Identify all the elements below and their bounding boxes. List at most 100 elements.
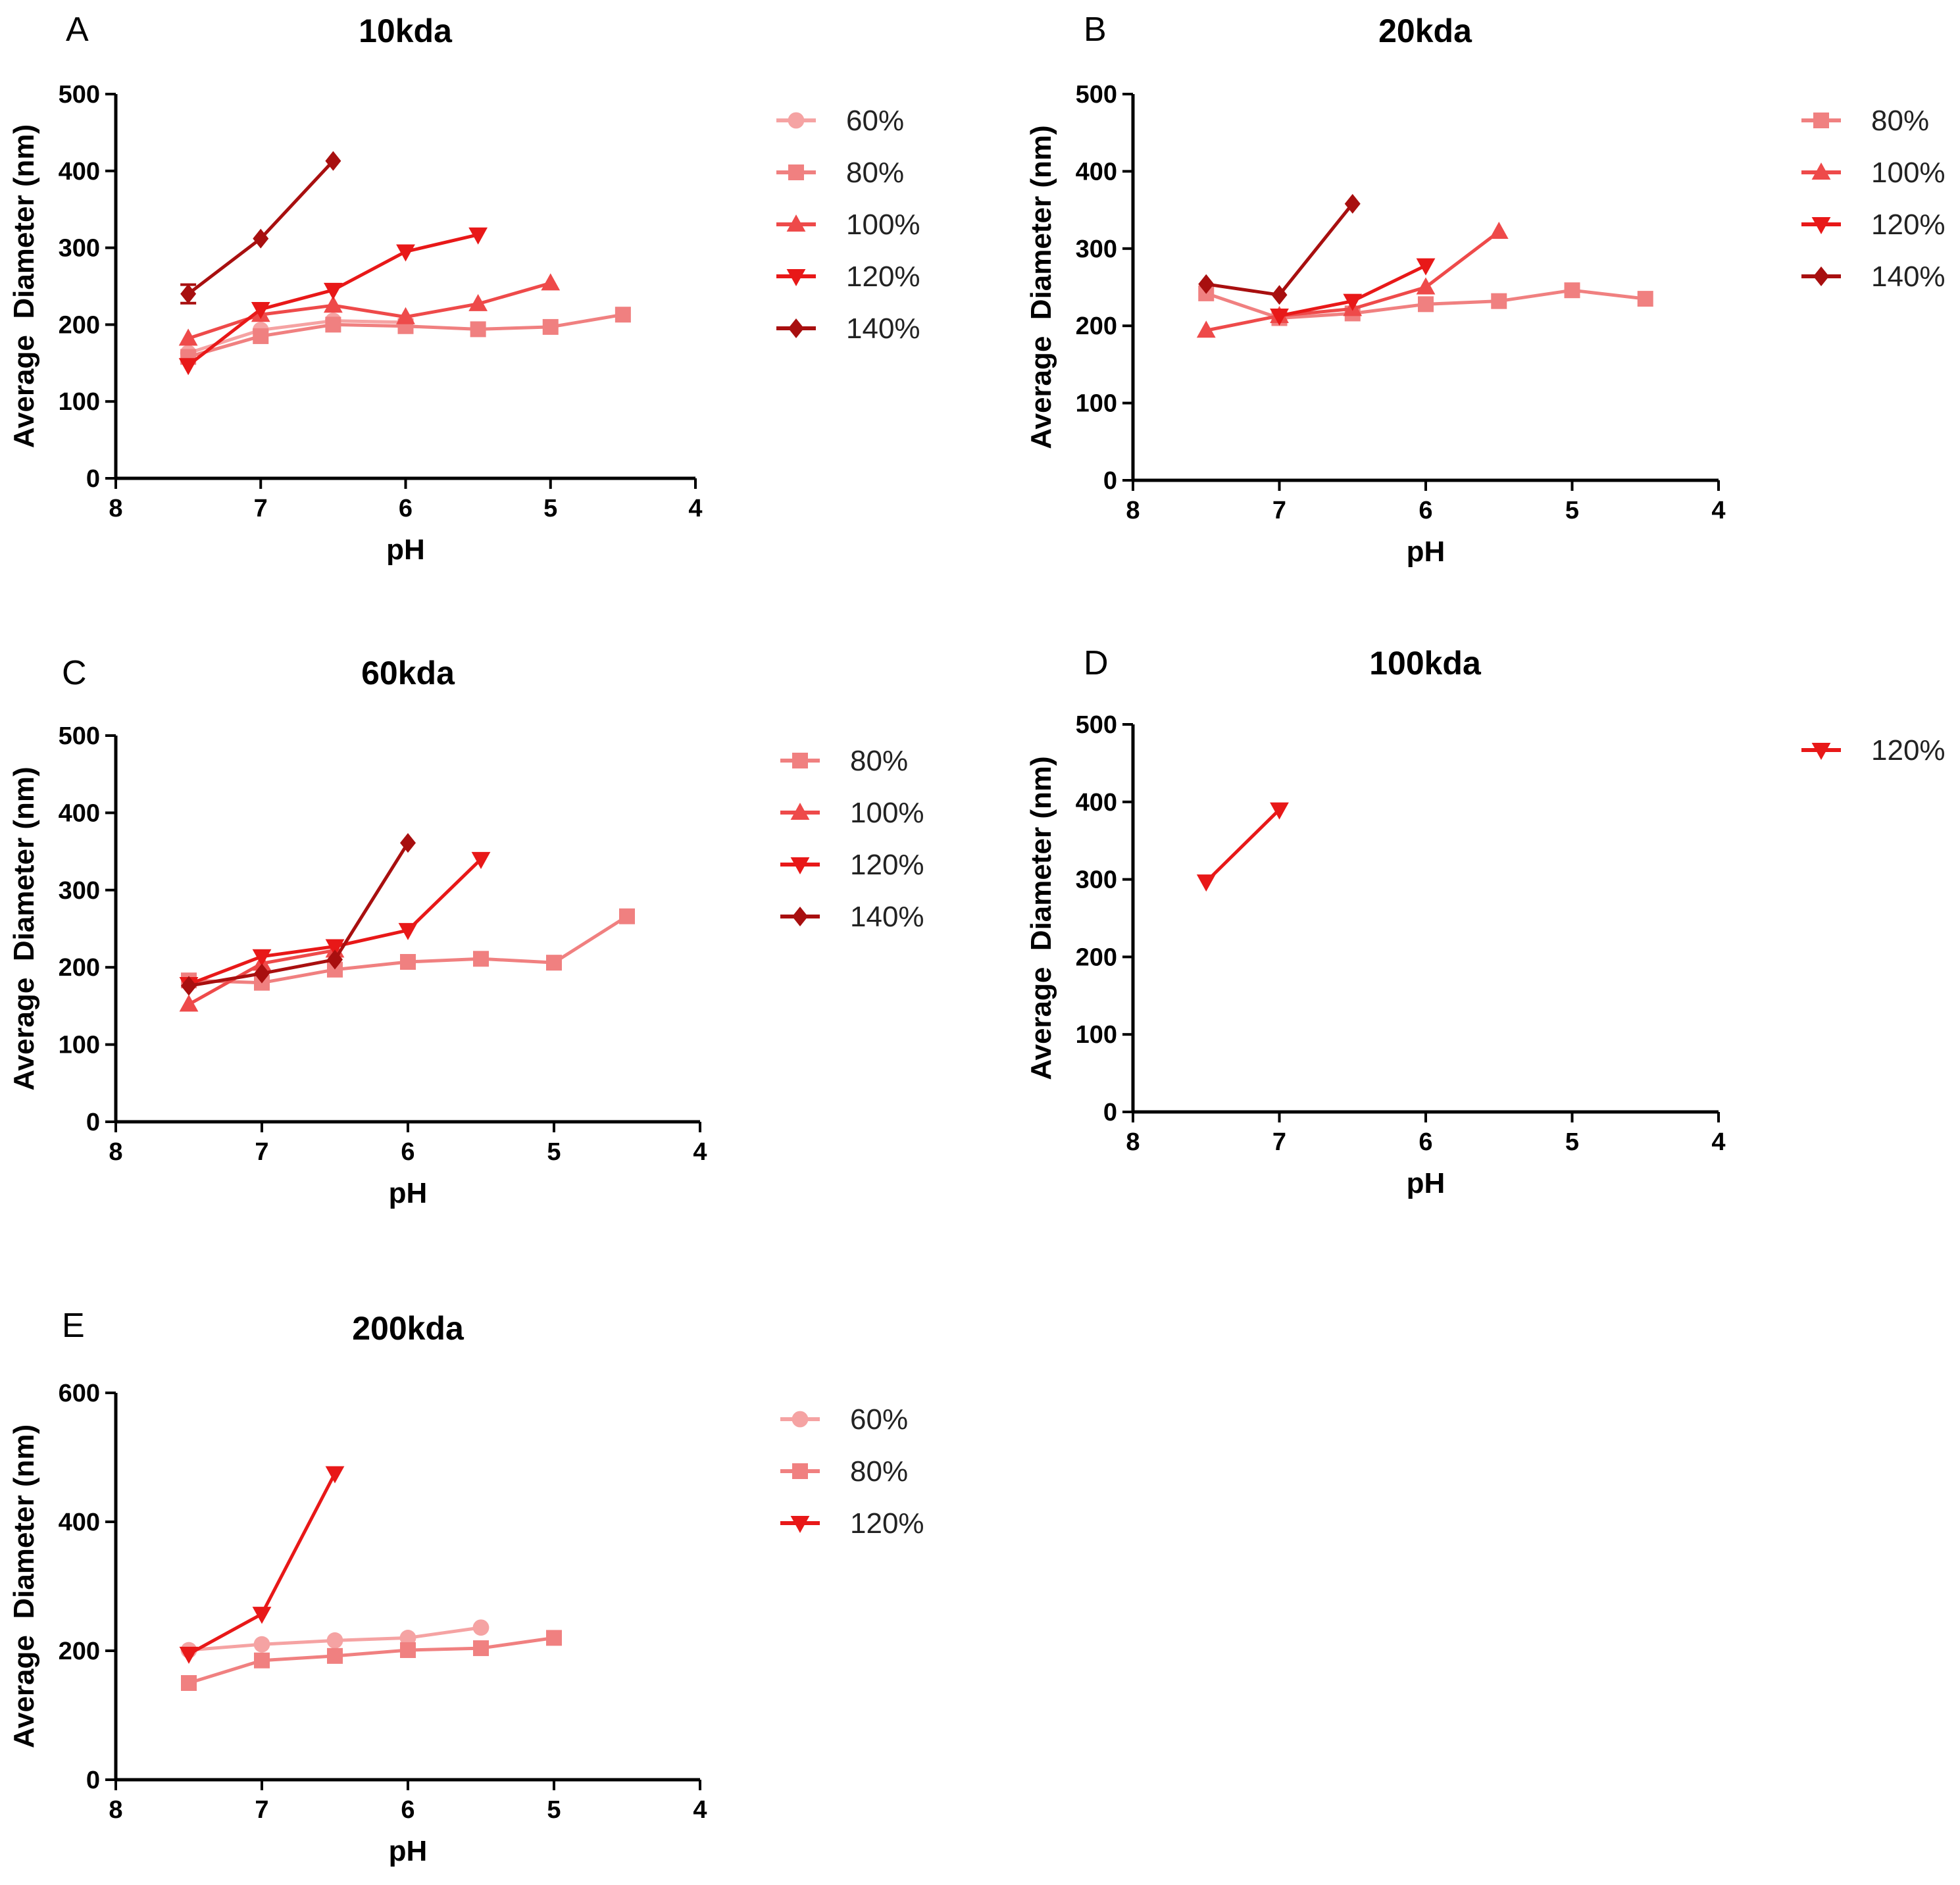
x-tick-label: 7 — [1272, 1128, 1286, 1156]
legend-marker — [788, 164, 804, 180]
y-tick-label: 400 — [59, 158, 100, 186]
data-point — [1489, 221, 1509, 239]
x-tick-label: 7 — [254, 495, 268, 522]
series-120pct — [1196, 802, 1289, 892]
y-tick-label: 500 — [59, 722, 100, 750]
legend-marker — [1811, 217, 1831, 234]
data-point — [546, 1630, 562, 1646]
data-point — [254, 963, 270, 984]
y-tick-label: 0 — [1103, 1099, 1117, 1126]
data-point — [468, 293, 488, 311]
x-tick-label: 8 — [109, 1796, 122, 1824]
data-point — [541, 273, 561, 291]
legend-marker — [792, 1463, 808, 1479]
data-point — [178, 328, 198, 346]
data-point — [325, 316, 341, 333]
data-point — [400, 953, 416, 970]
y-tick-label: 200 — [59, 1638, 100, 1665]
x-axis-label: pH — [1407, 536, 1445, 568]
data-point — [1416, 258, 1436, 276]
legend-label: 100% — [846, 209, 920, 241]
data-point — [400, 833, 416, 853]
data-point — [326, 1632, 343, 1649]
legend-item: 80% — [1801, 105, 1929, 137]
x-axis-label: pH — [389, 1177, 428, 1209]
legend-item: 100% — [1801, 157, 1946, 189]
legend-item: 60% — [780, 1403, 908, 1436]
y-tick-label: 400 — [59, 799, 100, 827]
x-tick-label: 5 — [547, 1796, 561, 1824]
y-tick-label: 0 — [1103, 467, 1117, 495]
x-tick-label: 7 — [255, 1138, 268, 1166]
data-point — [1491, 293, 1507, 309]
y-tick-label: 100 — [1076, 1021, 1117, 1049]
legend-marker — [790, 803, 810, 820]
legend-item: 80% — [780, 745, 908, 777]
legend-marker — [788, 112, 805, 129]
series-line — [187, 841, 410, 988]
chart-title: 200kda — [352, 1310, 465, 1347]
x-tick-label: 7 — [255, 1796, 268, 1824]
legend-marker — [790, 857, 810, 874]
y-tick-label: 0 — [86, 1109, 100, 1136]
data-point — [468, 227, 488, 245]
data-point — [399, 1630, 416, 1646]
data-point — [546, 955, 562, 971]
legend-item: 100% — [776, 209, 920, 241]
y-tick-label: 0 — [86, 1767, 100, 1794]
data-point — [254, 1652, 270, 1669]
data-point — [615, 307, 631, 323]
data-point — [400, 1642, 416, 1659]
data-point — [179, 994, 199, 1012]
legend-marker — [790, 1516, 810, 1533]
data-point — [1416, 277, 1436, 295]
legend-marker — [792, 907, 808, 926]
legend-label: 60% — [846, 105, 904, 137]
x-tick-label: 6 — [1419, 1128, 1432, 1156]
y-tick-label: 100 — [59, 388, 100, 416]
panel-letter: C — [62, 654, 87, 692]
y-tick-label: 400 — [1076, 789, 1117, 817]
series-line — [186, 319, 407, 355]
x-axis-label: pH — [1407, 1167, 1445, 1199]
panel-letter: B — [1084, 11, 1107, 49]
data-point — [1270, 308, 1289, 326]
x-tick-label: 4 — [1711, 1128, 1725, 1156]
data-point — [398, 922, 418, 940]
data-point — [251, 302, 270, 320]
data-point — [470, 321, 486, 338]
legend-item: 140% — [776, 313, 920, 345]
data-point — [1344, 193, 1361, 214]
y-tick-label: 400 — [59, 1509, 100, 1536]
chart-title: 20kda — [1378, 13, 1472, 49]
legend-marker — [1813, 266, 1829, 286]
legend-marker — [1813, 113, 1829, 128]
data-point — [473, 1640, 489, 1657]
legend-label: 80% — [846, 157, 904, 189]
series-140pct — [181, 833, 416, 996]
y-axis-label: Average Diameter (nm) — [8, 124, 40, 448]
data-point — [327, 1647, 343, 1664]
x-tick-label: 7 — [1272, 497, 1286, 524]
data-point — [396, 244, 415, 262]
y-axis-label: Average Diameter (nm) — [1025, 125, 1057, 449]
legend-label: 120% — [1871, 734, 1946, 767]
y-tick-label: 200 — [1076, 943, 1117, 971]
legend-label: 80% — [850, 1455, 908, 1488]
legend-label: 120% — [850, 849, 924, 881]
data-point — [472, 1619, 490, 1636]
legend-item: 120% — [1801, 209, 1946, 241]
legend-item: 120% — [780, 1507, 924, 1540]
y-tick-label: 100 — [59, 1032, 100, 1059]
legend-label: 100% — [1871, 157, 1946, 189]
legend-label: 120% — [846, 261, 920, 293]
legend-item: 120% — [780, 849, 924, 881]
legend-label: 120% — [1871, 209, 1946, 241]
y-tick-label: 200 — [1076, 313, 1117, 340]
x-axis-label: pH — [386, 534, 425, 566]
x-tick-label: 6 — [1419, 497, 1432, 524]
data-point — [471, 851, 491, 869]
legend-label: 60% — [850, 1403, 908, 1436]
x-tick-label: 4 — [688, 495, 702, 522]
